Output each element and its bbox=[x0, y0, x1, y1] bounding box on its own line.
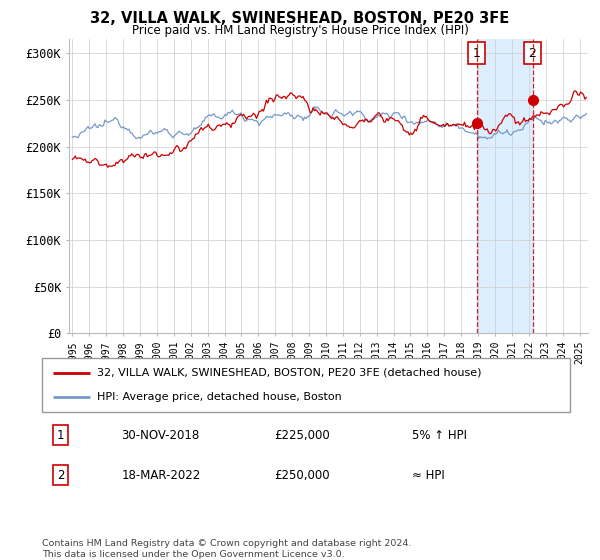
Text: Price paid vs. HM Land Registry's House Price Index (HPI): Price paid vs. HM Land Registry's House … bbox=[131, 24, 469, 36]
Text: ≈ HPI: ≈ HPI bbox=[412, 469, 445, 482]
Text: 2: 2 bbox=[57, 469, 64, 482]
Text: 32, VILLA WALK, SWINESHEAD, BOSTON, PE20 3FE (detached house): 32, VILLA WALK, SWINESHEAD, BOSTON, PE20… bbox=[97, 368, 482, 378]
Bar bbox=[477, 39, 533, 333]
Text: £250,000: £250,000 bbox=[274, 469, 330, 482]
Text: 1: 1 bbox=[473, 46, 481, 60]
Text: 2: 2 bbox=[529, 46, 536, 60]
Text: 1: 1 bbox=[57, 429, 64, 442]
Text: 5% ↑ HPI: 5% ↑ HPI bbox=[412, 429, 467, 442]
Text: 30-NOV-2018: 30-NOV-2018 bbox=[121, 429, 199, 442]
Text: 32, VILLA WALK, SWINESHEAD, BOSTON, PE20 3FE: 32, VILLA WALK, SWINESHEAD, BOSTON, PE20… bbox=[91, 11, 509, 26]
Text: 18-MAR-2022: 18-MAR-2022 bbox=[121, 469, 200, 482]
Text: £225,000: £225,000 bbox=[274, 429, 330, 442]
Text: HPI: Average price, detached house, Boston: HPI: Average price, detached house, Bost… bbox=[97, 392, 342, 402]
Text: Contains HM Land Registry data © Crown copyright and database right 2024.
This d: Contains HM Land Registry data © Crown c… bbox=[42, 539, 412, 559]
